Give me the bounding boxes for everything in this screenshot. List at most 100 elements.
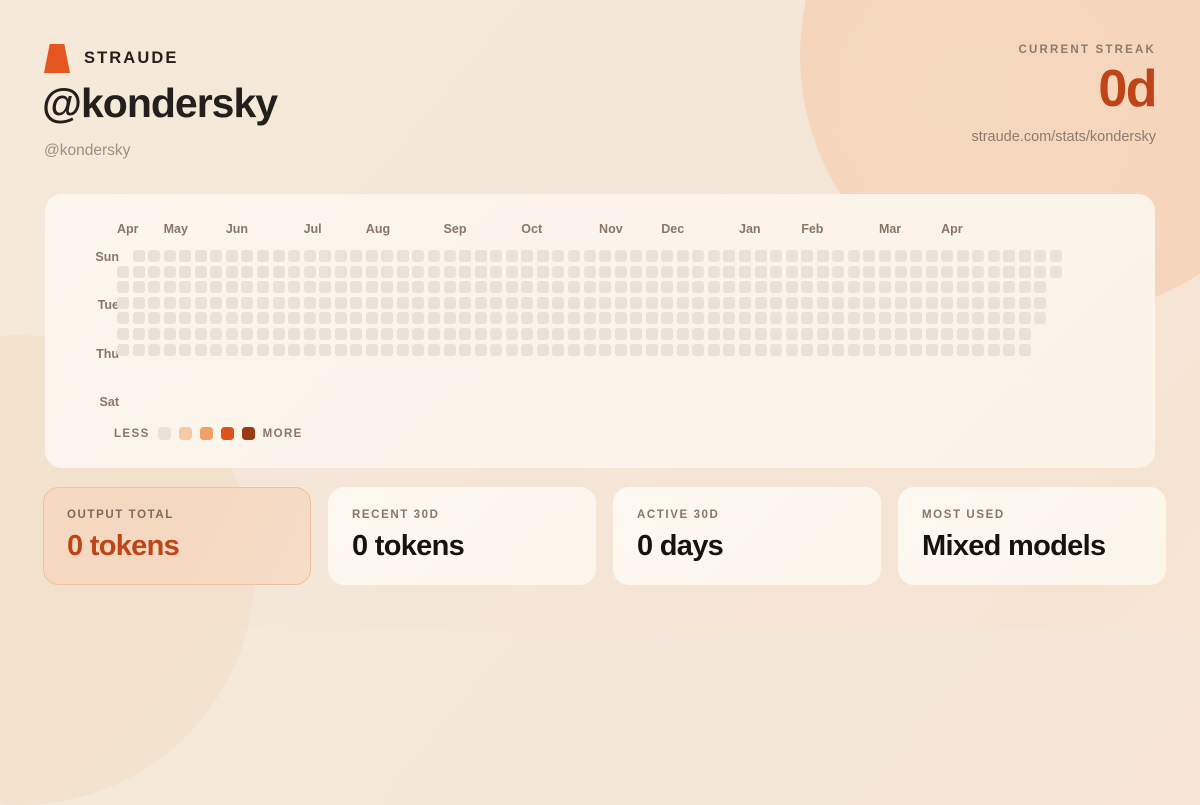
heatmap-day-cell[interactable]: [583, 312, 596, 325]
heatmap-day-cell[interactable]: [847, 312, 860, 325]
heatmap-day-cell[interactable]: [910, 328, 923, 340]
heatmap-day-cell[interactable]: [303, 250, 316, 262]
heatmap-day-cell[interactable]: [381, 296, 394, 309]
heatmap-day-cell[interactable]: [583, 281, 596, 294]
heatmap-day-cell[interactable]: [396, 328, 409, 340]
heatmap-day-cell[interactable]: [148, 296, 161, 309]
heatmap-day-cell[interactable]: [676, 312, 689, 325]
heatmap-day-cell[interactable]: [785, 265, 798, 278]
heatmap-day-cell[interactable]: [972, 265, 985, 278]
heatmap-day-cell[interactable]: [661, 281, 674, 294]
heatmap-day-cell[interactable]: [987, 296, 1000, 309]
heatmap-day-cell[interactable]: [676, 296, 689, 309]
heatmap-day-cell[interactable]: [272, 281, 285, 294]
heatmap-day-cell[interactable]: [785, 281, 798, 294]
heatmap-day-cell[interactable]: [241, 265, 254, 278]
heatmap-day-cell[interactable]: [1003, 343, 1016, 356]
heatmap-day-cell[interactable]: [381, 328, 394, 340]
heatmap-day-cell[interactable]: [552, 281, 565, 294]
heatmap-day-cell[interactable]: [350, 265, 363, 278]
heatmap-day-cell[interactable]: [832, 250, 845, 262]
heatmap-day-cell[interactable]: [987, 312, 1000, 325]
heatmap-day-cell[interactable]: [956, 265, 969, 278]
heatmap-day-cell[interactable]: [179, 250, 192, 262]
heatmap-day-cell[interactable]: [832, 343, 845, 356]
heatmap-day-cell[interactable]: [925, 265, 938, 278]
heatmap-day-cell[interactable]: [225, 281, 238, 294]
heatmap-day-cell[interactable]: [910, 343, 923, 356]
heatmap-day-cell[interactable]: [1034, 281, 1047, 294]
heatmap-day-cell[interactable]: [132, 296, 145, 309]
heatmap-day-cell[interactable]: [552, 312, 565, 325]
heatmap-day-cell[interactable]: [288, 328, 301, 340]
heatmap-day-cell[interactable]: [288, 312, 301, 325]
heatmap-day-cell[interactable]: [707, 343, 720, 356]
heatmap-day-cell[interactable]: [490, 281, 503, 294]
heatmap-day-cell[interactable]: [148, 312, 161, 325]
heatmap-day-cell[interactable]: [428, 281, 440, 294]
heatmap-day-cell[interactable]: [972, 281, 985, 294]
heatmap-day-cell[interactable]: [350, 281, 363, 294]
heatmap-day-cell[interactable]: [739, 265, 751, 278]
heatmap-day-cell[interactable]: [676, 281, 689, 294]
heatmap-day-cell[interactable]: [614, 250, 627, 262]
heatmap-day-cell[interactable]: [288, 250, 301, 262]
heatmap-day-cell[interactable]: [1034, 250, 1047, 262]
heatmap-day-cell[interactable]: [863, 281, 876, 294]
heatmap-day-cell[interactable]: [1003, 250, 1016, 262]
heatmap-day-cell[interactable]: [365, 250, 378, 262]
heatmap-day-cell[interactable]: [194, 343, 207, 356]
heatmap-day-cell[interactable]: [925, 250, 938, 262]
heatmap-day-cell[interactable]: [1003, 312, 1016, 325]
heatmap-day-cell[interactable]: [148, 328, 161, 340]
heatmap-day-cell[interactable]: [459, 250, 472, 262]
heatmap-day-cell[interactable]: [334, 250, 347, 262]
heatmap-day-cell[interactable]: [552, 296, 565, 309]
heatmap-day-cell[interactable]: [334, 328, 347, 340]
heatmap-day-cell[interactable]: [847, 328, 860, 340]
heatmap-day-cell[interactable]: [878, 343, 891, 356]
heatmap-day-cell[interactable]: [801, 343, 814, 356]
heatmap-day-cell[interactable]: [319, 296, 332, 309]
heatmap-day-cell[interactable]: [894, 296, 907, 309]
heatmap-day-cell[interactable]: [505, 312, 518, 325]
heatmap-day-cell[interactable]: [303, 312, 316, 325]
heatmap-day-cell[interactable]: [614, 296, 627, 309]
heatmap-day-cell[interactable]: [599, 343, 612, 356]
heatmap-day-cell[interactable]: [241, 250, 254, 262]
heatmap-day-cell[interactable]: [428, 296, 440, 309]
heatmap-day-cell[interactable]: [552, 328, 565, 340]
heatmap-day-cell[interactable]: [723, 265, 736, 278]
heatmap-day-cell[interactable]: [878, 265, 891, 278]
heatmap-day-cell[interactable]: [412, 265, 425, 278]
heatmap-day-cell[interactable]: [910, 296, 923, 309]
heatmap-day-cell[interactable]: [599, 328, 612, 340]
heatmap-day-cell[interactable]: [1003, 281, 1016, 294]
heatmap-day-cell[interactable]: [459, 328, 472, 340]
heatmap-day-cell[interactable]: [505, 250, 518, 262]
heatmap-day-cell[interactable]: [365, 328, 378, 340]
heatmap-day-cell[interactable]: [987, 265, 1000, 278]
heatmap-day-cell[interactable]: [210, 265, 223, 278]
heatmap-day-cell[interactable]: [816, 250, 829, 262]
heatmap-day-cell[interactable]: [319, 250, 332, 262]
heatmap-day-cell[interactable]: [567, 265, 580, 278]
heatmap-day-cell[interactable]: [1003, 296, 1016, 309]
heatmap-day-cell[interactable]: [117, 265, 129, 278]
heatmap-day-cell[interactable]: [288, 343, 301, 356]
heatmap-day-cell[interactable]: [474, 281, 487, 294]
heatmap-day-cell[interactable]: [163, 296, 176, 309]
heatmap-day-cell[interactable]: [396, 296, 409, 309]
heatmap-day-cell[interactable]: [552, 265, 565, 278]
heatmap-day-cell[interactable]: [350, 328, 363, 340]
heatmap-day-cell[interactable]: [1018, 296, 1031, 309]
heatmap-day-cell[interactable]: [739, 250, 751, 262]
heatmap-day-cell[interactable]: [754, 296, 767, 309]
heatmap-day-cell[interactable]: [194, 281, 207, 294]
heatmap-day-cell[interactable]: [599, 281, 612, 294]
heatmap-day-cell[interactable]: [256, 250, 269, 262]
heatmap-day-cell[interactable]: [832, 296, 845, 309]
heatmap-day-cell[interactable]: [521, 296, 534, 309]
heatmap-day-cell[interactable]: [863, 312, 876, 325]
heatmap-day-cell[interactable]: [956, 312, 969, 325]
